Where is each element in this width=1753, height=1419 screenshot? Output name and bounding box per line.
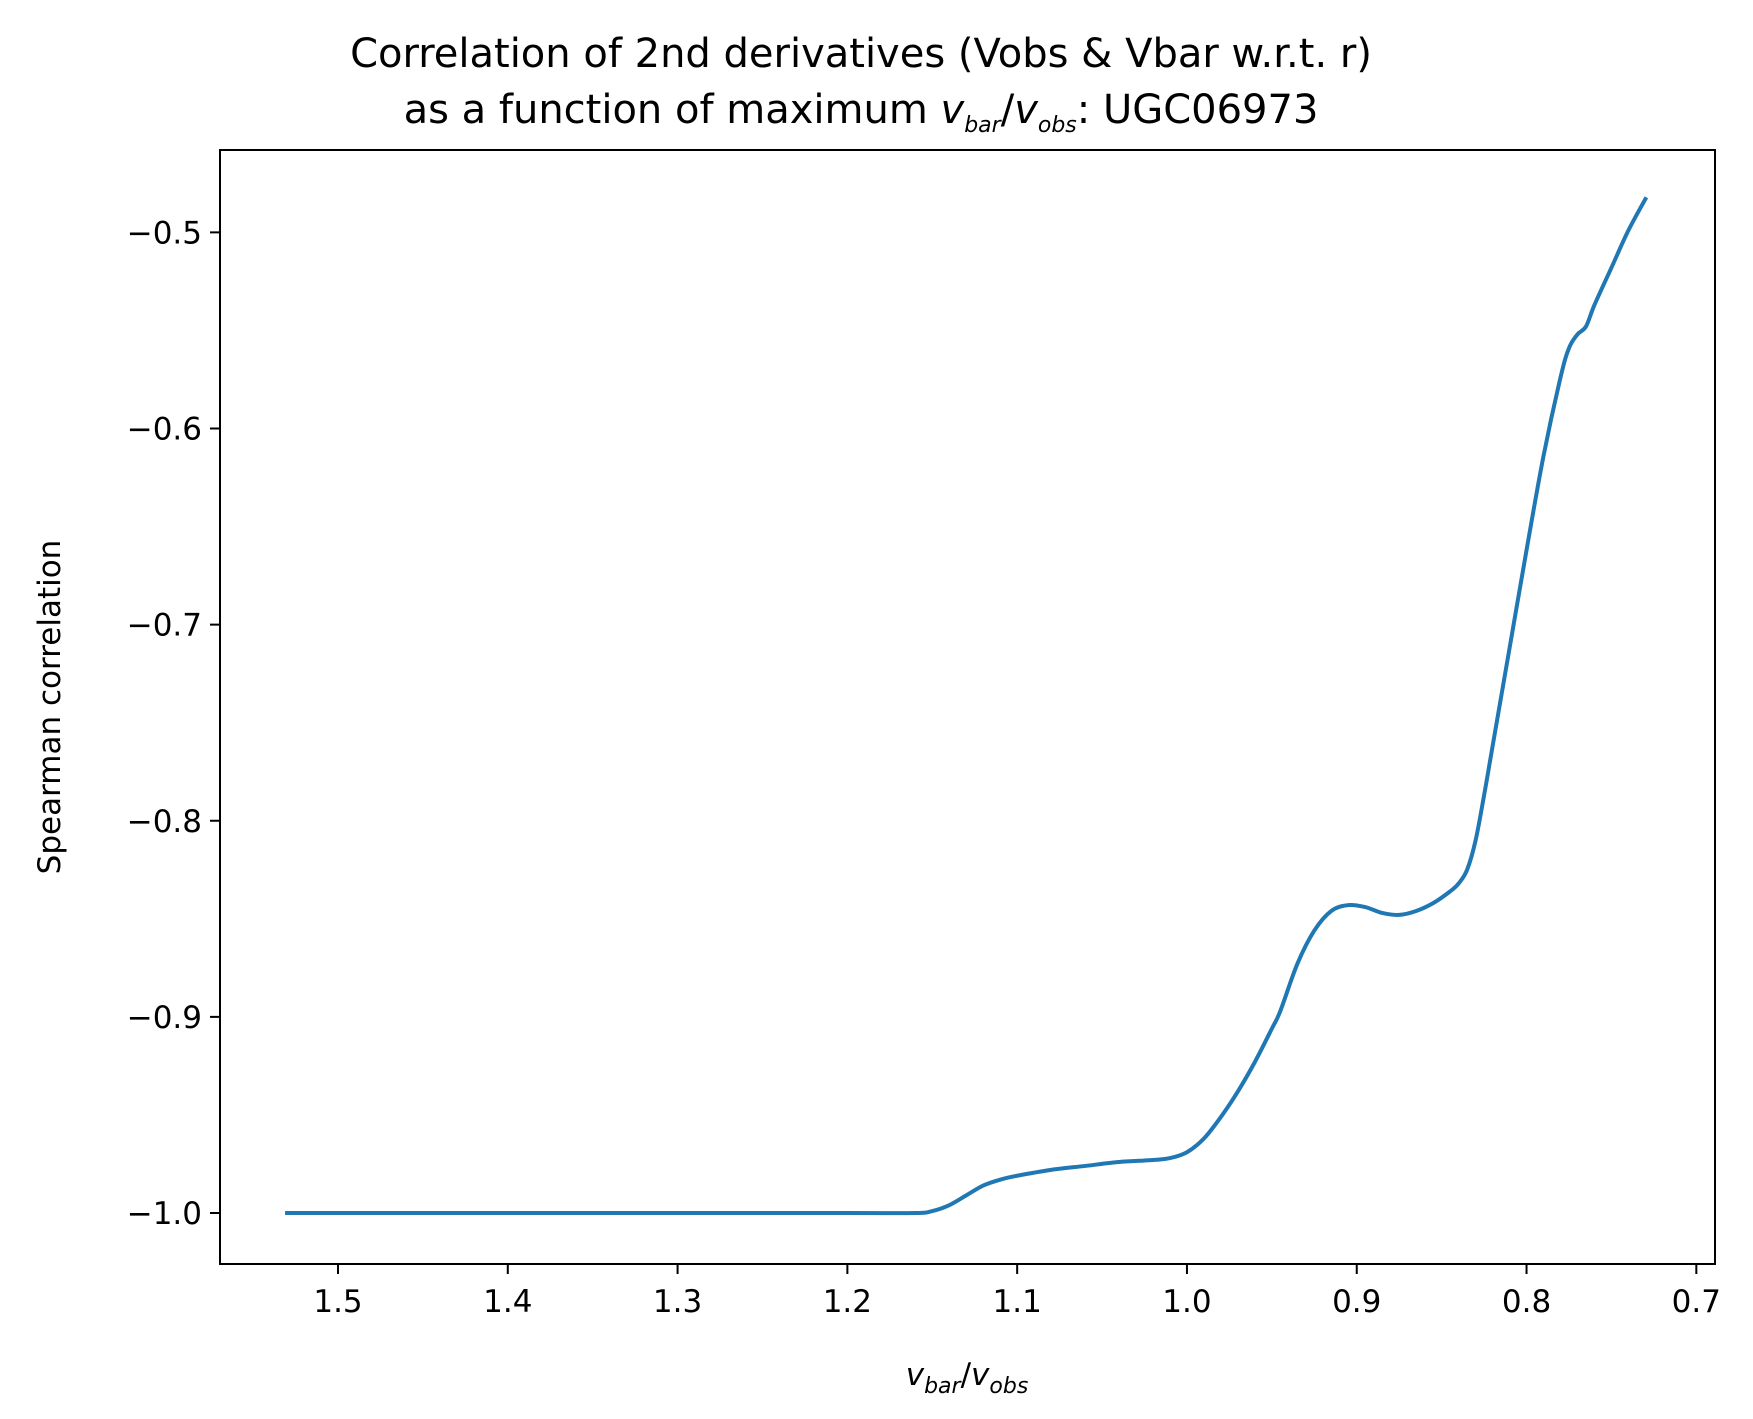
plot-frame [219, 149, 1716, 1265]
chart-title-line1: Correlation of 2nd derivatives (Vobs & V… [350, 31, 1372, 77]
series-layer [285, 196, 1649, 1216]
y-tick-label: −0.6 [127, 412, 202, 448]
y-tick-label: −0.8 [127, 804, 202, 840]
x-axis-label: vbar/vobs [906, 1357, 1029, 1399]
x-tick-label: 1.2 [823, 1284, 872, 1320]
x-axis-ticks: 1.5 1.4 1.3 1.2 1.1 1.0 0.9 0.8 0.7 [313, 1264, 1721, 1320]
y-tick-label: −0.7 [127, 608, 202, 644]
x-tick-label: 0.9 [1332, 1284, 1381, 1320]
x-tick-label: 0.8 [1502, 1284, 1551, 1320]
y-tick-label: −0.5 [127, 215, 202, 251]
chart-title-line2: as a function of maximum vbar/vobs: UGC0… [404, 87, 1319, 138]
x-tick-label: 1.3 [653, 1284, 702, 1320]
y-axis-label: Spearman correlation [32, 540, 68, 875]
x-tick-label: 1.4 [483, 1284, 532, 1320]
x-tick-label: 0.7 [1672, 1284, 1721, 1320]
x-tick-label: 1.0 [1162, 1284, 1211, 1320]
x-tick-label: 1.1 [993, 1284, 1042, 1320]
series-line [285, 196, 1649, 1216]
y-tick-label: −0.9 [127, 1000, 202, 1036]
y-tick-label: −1.0 [127, 1196, 202, 1232]
x-tick-label: 1.5 [313, 1284, 362, 1320]
y-axis-ticks: −1.0 −0.9 −0.8 −0.7 −0.6 −0.5 [127, 215, 220, 1232]
